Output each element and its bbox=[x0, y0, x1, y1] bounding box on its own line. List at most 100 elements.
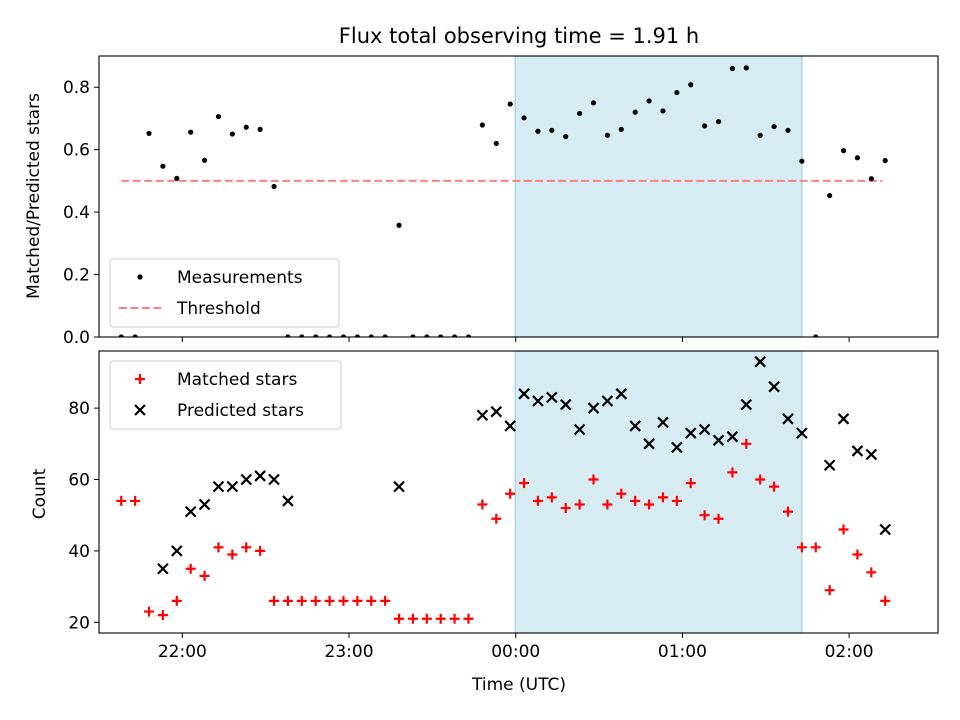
legend-swatch bbox=[135, 374, 145, 384]
data-point bbox=[729, 65, 736, 72]
data-point bbox=[660, 108, 666, 114]
data-point bbox=[393, 480, 405, 493]
x-tick-label: 01:00 bbox=[658, 642, 707, 662]
x-tick-label: 23:00 bbox=[325, 642, 374, 662]
data-point bbox=[199, 570, 210, 581]
data-point bbox=[532, 395, 544, 407]
data-point bbox=[505, 488, 516, 499]
legend-label: Matched stars bbox=[177, 370, 297, 390]
data-point bbox=[382, 334, 388, 337]
x-tick-label: 02:00 bbox=[825, 642, 874, 662]
series-matched-stars bbox=[116, 438, 891, 624]
data-point bbox=[185, 563, 196, 574]
data-point bbox=[313, 334, 319, 337]
data-point bbox=[616, 488, 627, 499]
data-point bbox=[296, 595, 307, 606]
legend-box bbox=[109, 258, 340, 328]
y-tick-label: 0.0 bbox=[63, 328, 90, 348]
data-point bbox=[504, 420, 516, 432]
axes-frame bbox=[98, 350, 939, 634]
data-point bbox=[740, 398, 753, 411]
data-point bbox=[271, 183, 277, 190]
data-point bbox=[212, 480, 225, 493]
data-point bbox=[824, 585, 835, 596]
data-point bbox=[685, 478, 696, 489]
legend-label: Measurements bbox=[177, 268, 303, 288]
data-point bbox=[563, 133, 569, 140]
data-point bbox=[380, 595, 391, 606]
data-point bbox=[310, 595, 321, 606]
data-point bbox=[769, 481, 780, 492]
data-point bbox=[657, 416, 669, 429]
data-point bbox=[157, 610, 168, 621]
data-point bbox=[755, 474, 766, 485]
data-point bbox=[688, 82, 694, 88]
data-point bbox=[340, 334, 347, 337]
data-point bbox=[573, 423, 586, 436]
data-point bbox=[546, 492, 557, 503]
data-point bbox=[144, 606, 155, 617]
data-point bbox=[632, 109, 638, 115]
data-point bbox=[157, 562, 169, 575]
data-point bbox=[671, 441, 683, 454]
data-point bbox=[438, 334, 444, 337]
data-point bbox=[785, 127, 791, 133]
data-point bbox=[257, 126, 263, 132]
data-point bbox=[852, 549, 863, 560]
data-point bbox=[285, 334, 291, 337]
data-point bbox=[493, 140, 499, 147]
data-point bbox=[854, 155, 861, 161]
data-point bbox=[241, 542, 252, 553]
data-point bbox=[229, 131, 235, 137]
data-point bbox=[130, 495, 141, 506]
data-point bbox=[518, 388, 530, 400]
data-point bbox=[715, 118, 722, 125]
data-point bbox=[201, 157, 208, 163]
data-point bbox=[768, 380, 780, 393]
data-point bbox=[435, 613, 446, 624]
y-tick-label: 20 bbox=[68, 613, 90, 633]
data-point bbox=[171, 595, 182, 606]
data-point bbox=[644, 499, 655, 510]
data-point bbox=[602, 499, 613, 510]
y-tick-label: 60 bbox=[68, 471, 90, 491]
top-plot-panel: 0.0 0.2 0.4 0.6 0.8 Measurements Threshold bbox=[63, 55, 939, 348]
data-point bbox=[577, 110, 583, 117]
legend-swatch bbox=[137, 274, 143, 280]
axes-frame bbox=[98, 55, 939, 338]
data-point bbox=[449, 613, 460, 624]
data-point bbox=[630, 495, 641, 506]
data-point bbox=[629, 420, 641, 432]
data-point bbox=[754, 355, 766, 368]
data-point bbox=[338, 595, 349, 606]
data-point bbox=[698, 423, 711, 436]
data-point bbox=[146, 130, 152, 137]
x-axis-label: Time (UTC) bbox=[471, 675, 566, 695]
data-point bbox=[646, 98, 652, 104]
data-point bbox=[490, 405, 503, 418]
data-point bbox=[424, 334, 430, 337]
data-point bbox=[796, 542, 807, 553]
data-point bbox=[684, 427, 697, 439]
data-point bbox=[299, 334, 305, 337]
data-point bbox=[243, 124, 249, 130]
data-point bbox=[727, 467, 738, 478]
data-point bbox=[118, 334, 124, 337]
y-tick-label: 0.8 bbox=[63, 78, 90, 98]
data-point bbox=[879, 523, 891, 536]
data-point bbox=[407, 613, 418, 624]
data-point bbox=[671, 495, 682, 506]
data-point bbox=[601, 395, 614, 407]
data-point bbox=[782, 506, 793, 517]
data-point bbox=[521, 115, 527, 121]
data-point bbox=[546, 391, 558, 404]
y-tick-label: 0.6 bbox=[63, 141, 90, 161]
data-point bbox=[799, 158, 805, 164]
data-point bbox=[865, 448, 878, 461]
data-point bbox=[882, 157, 888, 164]
data-point bbox=[837, 413, 850, 425]
data-point bbox=[559, 398, 572, 411]
data-point bbox=[810, 542, 821, 553]
data-point bbox=[615, 388, 628, 400]
